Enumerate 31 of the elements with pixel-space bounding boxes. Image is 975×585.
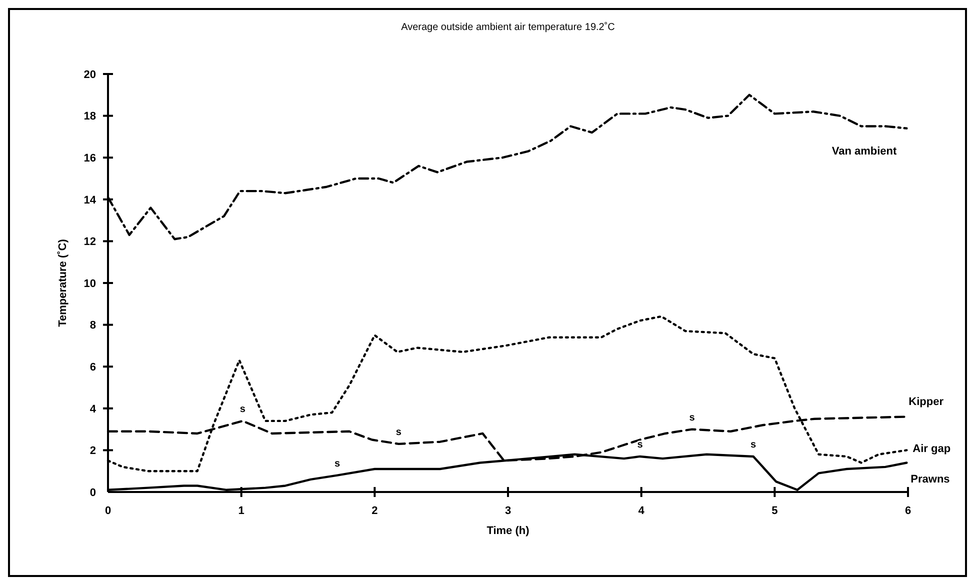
y-tick-label: 6 (90, 361, 96, 374)
y-tick-label: 0 (90, 486, 96, 499)
x-tick-label: 2 (372, 505, 378, 517)
x-tick-label: 3 (504, 505, 512, 517)
series-label: Van ambient (832, 145, 898, 158)
x-axis-title: Time (h) (486, 525, 530, 537)
y-tick-label: 14 (84, 194, 97, 206)
x-tick-label: 1 (238, 505, 244, 517)
y-tick-label: 4 (90, 403, 97, 416)
annotation: s (396, 426, 402, 438)
y-tick-label: 2 (90, 445, 96, 458)
y-tick-label: 18 (84, 110, 96, 123)
annotation: s (637, 439, 644, 450)
annotation: s (750, 439, 757, 450)
annotation: s (334, 458, 341, 470)
y-tick-label: 16 (84, 152, 96, 164)
x-tick-label: 6 (904, 505, 912, 517)
y-tick-label: 8 (90, 320, 96, 332)
x-tick-label: 4 (638, 505, 646, 517)
series-label: Air gap (912, 443, 951, 456)
y-axis-title: Temperature (˚C) (57, 238, 69, 327)
annotation: s (689, 412, 696, 424)
y-tick-label: 12 (84, 236, 96, 248)
chart-title: Average outside ambient air temperature 19.2˚C (401, 21, 615, 33)
y-tick-label: 20 (84, 68, 96, 81)
annotation: s (240, 404, 246, 415)
series-label: Prawns (910, 474, 950, 486)
series-label: Kipper (908, 396, 944, 408)
x-tick-label: 5 (772, 505, 778, 517)
x-tick-label: 0 (104, 505, 112, 517)
y-tick-label: 10 (84, 278, 96, 290)
